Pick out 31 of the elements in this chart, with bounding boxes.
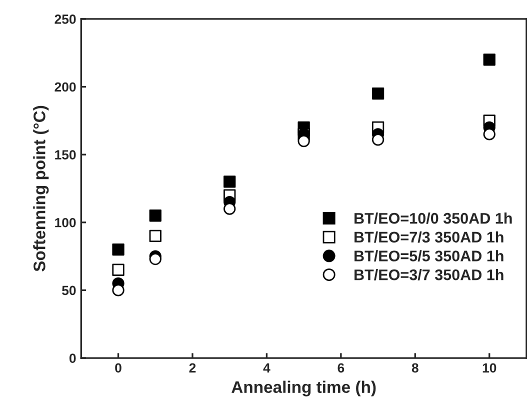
point xyxy=(483,128,496,140)
y-tick-label: 100 xyxy=(55,218,76,228)
x-tick-label: 4 xyxy=(263,363,270,372)
point xyxy=(112,284,124,296)
legend-label: BT/EO=7/3 350AD 1h xyxy=(354,231,504,243)
point xyxy=(298,134,310,148)
y-axis-title: Softenning point (°C) xyxy=(33,106,49,272)
point xyxy=(149,252,162,266)
y-tick-label: 150 xyxy=(55,150,76,160)
y-tick-label: 0 xyxy=(69,354,76,363)
point xyxy=(112,243,124,256)
x-tick-label: 10 xyxy=(482,363,496,373)
y-tick-label: 50 xyxy=(62,286,76,296)
x-tick-label: 0 xyxy=(115,363,122,373)
x-tick-label: 2 xyxy=(189,363,196,372)
point xyxy=(224,202,236,215)
y-tick-label: 200 xyxy=(54,82,76,92)
point xyxy=(112,264,124,276)
legend-label: BT/EO=5/5 350AD 1h xyxy=(354,250,504,262)
point xyxy=(372,87,384,100)
point xyxy=(149,230,162,242)
point xyxy=(224,176,236,188)
x-axis-title: Annealing time (h) xyxy=(232,380,376,396)
legend-label: BT/EO=10/0 350AD 1h xyxy=(354,212,512,224)
point xyxy=(483,54,496,66)
y-tick-label: 250 xyxy=(54,14,76,24)
point xyxy=(372,134,384,146)
x-tick-label: 8 xyxy=(412,363,418,373)
x-tick-label: 6 xyxy=(338,363,344,373)
point xyxy=(149,210,162,222)
legend-label: BT/EO=3/7 350AD 1h xyxy=(354,269,504,280)
